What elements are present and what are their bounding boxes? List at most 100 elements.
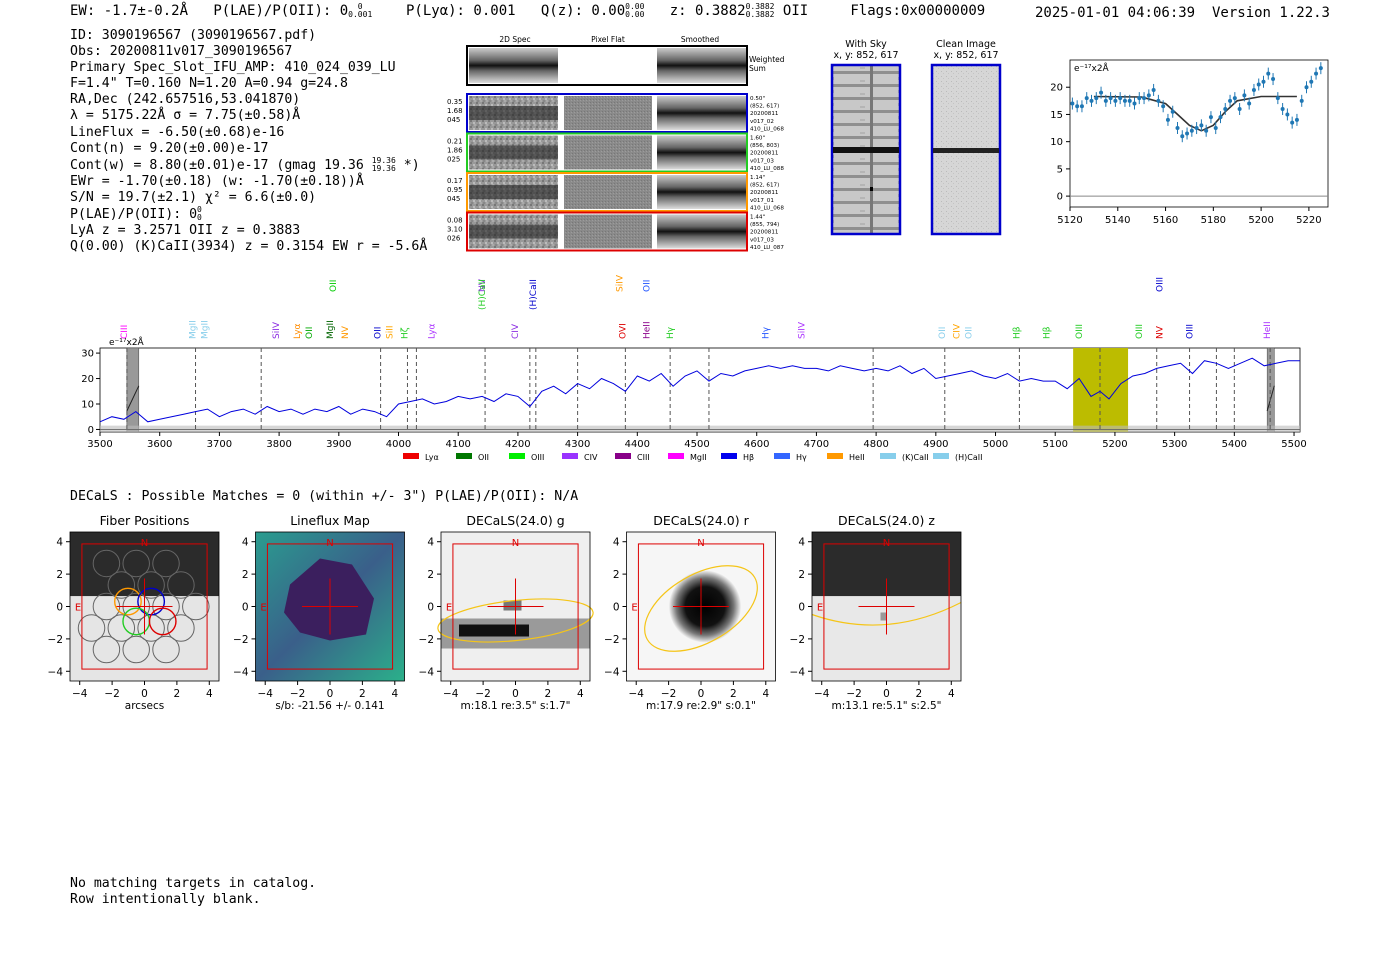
emission-line-label: SiII — [386, 325, 396, 339]
spectrum-x-tick-label: 4300 — [565, 439, 590, 450]
emission-line-label: SiIV — [272, 321, 282, 339]
decals-y-tick-label: 4 — [798, 537, 805, 549]
spectrum-y-tick-label: 20 — [81, 374, 94, 385]
spec2d-row-stat: 0.17 — [447, 177, 463, 185]
emission-line-label: SiIV — [615, 275, 625, 292]
decals-x-tick-label: 0 — [327, 688, 334, 700]
emission-line-label: OII — [305, 327, 315, 339]
header-plae-sup: 0 — [357, 2, 363, 11]
emission-line-label: Lyα — [293, 323, 303, 339]
spectrum-x-tick-label: 5400 — [1222, 439, 1247, 450]
header-z-sub: 0.3882 — [745, 10, 775, 19]
spectrum-x-tick-label: 3600 — [147, 439, 172, 450]
decals-panel: N E 4 −4 2 −2 0 0 −2 2 −4 4 m:18.1 re:3.5" s:1.7" — [419, 531, 594, 712]
zoom-data-point — [1237, 107, 1242, 111]
zoom-data-point — [1271, 77, 1276, 82]
spectrum-x-tick-label: 4800 — [863, 439, 888, 450]
fiber-circle — [167, 571, 195, 599]
zoom-x-tick-label: 5120 — [1057, 215, 1082, 226]
fiber-circle — [92, 635, 121, 664]
decals-y-tick-label: −4 — [233, 666, 249, 678]
spectrum-y-tick-label: 0 — [88, 425, 94, 436]
aperture-box — [81, 543, 208, 670]
decals-y-tick-label: 2 — [242, 569, 249, 581]
legend-label: Hγ — [796, 453, 807, 462]
spec2d-row-info: 410_LU_088 — [750, 166, 784, 172]
spec2d-row-info: (855, 794) — [750, 222, 779, 228]
decals-y-tick-label: −4 — [48, 666, 64, 678]
spec2d-col-header: Pixel Flat — [591, 35, 625, 44]
zoom-data-point — [1208, 115, 1213, 120]
pixel-flat-image — [564, 96, 652, 130]
decals-x-tick-label: 2 — [174, 688, 181, 700]
legend-label: OIII — [531, 453, 544, 462]
zoom-data-point — [1247, 101, 1252, 106]
zoom-data-point — [1199, 123, 1204, 128]
decals-x-tick-label: −2 — [846, 688, 861, 700]
header-plya: P(Lyα): 0.001 — [405, 3, 516, 19]
header-z-line: OII — [782, 3, 809, 19]
zoom-data-point — [1280, 107, 1285, 111]
header-qz-sup: 0.00 — [625, 2, 645, 11]
info-line: Obs: 20200811v017_3090196567 — [70, 44, 293, 60]
full-spectrum-chart: 3500 3600 3700 3800 3900 4000 4100 4200 4300 4400… — [81, 275, 1306, 462]
zoom-data-point — [1213, 126, 1218, 131]
decals-panel: N E 4 −4 2 −2 0 0 −2 2 −4 4 s/b: -21.56 +/- 0.141 — [233, 531, 405, 712]
decals-panel-title: DECaLS(24.0) z — [838, 513, 935, 528]
spec2d-row-info: 1.60" — [750, 136, 765, 142]
decals-panel-title: Lineflux Map — [290, 513, 370, 528]
info-line: LyA z = 3.2571 OII z = 0.3883 — [70, 223, 301, 239]
emission-line-label: OII — [374, 327, 384, 339]
decals-x-tick-label: 2 — [730, 688, 737, 700]
compass-north: N — [141, 538, 148, 549]
zoom-data-point — [1165, 117, 1170, 122]
emission-line-label: OII — [329, 280, 339, 292]
zoom-data-point — [1146, 93, 1151, 98]
zoom-data-point — [1266, 71, 1271, 76]
emission-line-label: NV — [341, 325, 351, 339]
header-qz-sub: 0.00 — [625, 10, 645, 19]
fiber-circle — [107, 571, 136, 599]
compass-north: N — [883, 538, 890, 549]
emission-line-label: HeII — [1263, 321, 1273, 339]
footer-line: Row intentionally blank. — [70, 891, 261, 907]
zoom-data-point — [1304, 85, 1309, 90]
emission-line-label: NV — [1156, 325, 1166, 339]
legend-swatch — [509, 453, 525, 459]
header-timestamp-version: 2025-01-01 04:06:39 Version 1.22.3 — [1035, 5, 1330, 21]
info-line: EWr = -1.70(±0.18) (w: -1.70(±0.18))Å — [70, 173, 364, 189]
decals-x-tick-label: 0 — [883, 688, 890, 700]
decals-x-tick-label: 0 — [512, 688, 519, 700]
zoom-data-point — [1156, 98, 1161, 103]
decals-matches-line: DECaLS : Possible Matches = 0 (within +/… — [70, 489, 579, 504]
detection-info: ID: 3090196567 (3090196567.pdf) Obs: 202… — [70, 28, 427, 255]
decals-r-ellipse — [644, 565, 758, 652]
zoom-data-point — [1103, 98, 1108, 103]
zoom-plot-area — [1069, 59, 1329, 208]
spec2d-row-info: v017_03 — [750, 237, 774, 243]
pixel-flat-image — [564, 175, 652, 209]
spec2d-trace — [469, 185, 558, 199]
info-line-plae: P(LAE)/P(OII): 00 0 — [70, 205, 202, 223]
spectrum-x-tick-label: 4600 — [744, 439, 769, 450]
legend-label: (H)CaII — [955, 453, 982, 462]
spectrum-y-tick-label: 10 — [81, 400, 94, 411]
decals-panel-caption: m:17.9 re:2.9" s:0.1" — [646, 700, 756, 712]
emission-line-label: OII — [965, 327, 975, 339]
spectrum-x-tick-label: 5500 — [1281, 439, 1306, 450]
zoom-data-point — [1070, 101, 1075, 106]
emission-line-label: Hβ — [1042, 326, 1052, 339]
decals-panels: Fiber Positions N E 4 −4 2 −2 0 0 −2 2 −4 4 arcsecs Li… — [48, 513, 962, 712]
compass-east: E — [631, 603, 637, 614]
decals-x-tick-label: −2 — [290, 688, 305, 700]
decals-x-tick-label: 0 — [698, 688, 705, 700]
zoom-x-tick-label: 5160 — [1153, 215, 1178, 226]
zoom-data-point — [1122, 98, 1127, 103]
compass-north: N — [326, 538, 333, 549]
spec2d-row-info: v017_03 — [750, 158, 774, 164]
decals-x-tick-label: 2 — [916, 688, 923, 700]
header-z: z: 0.3882 — [669, 3, 746, 19]
header-summary: EW: -1.7±-0.2Å P(LAE)/P(OII): 0 0 0.001 P(… — [70, 2, 985, 20]
legend-swatch — [721, 453, 737, 459]
